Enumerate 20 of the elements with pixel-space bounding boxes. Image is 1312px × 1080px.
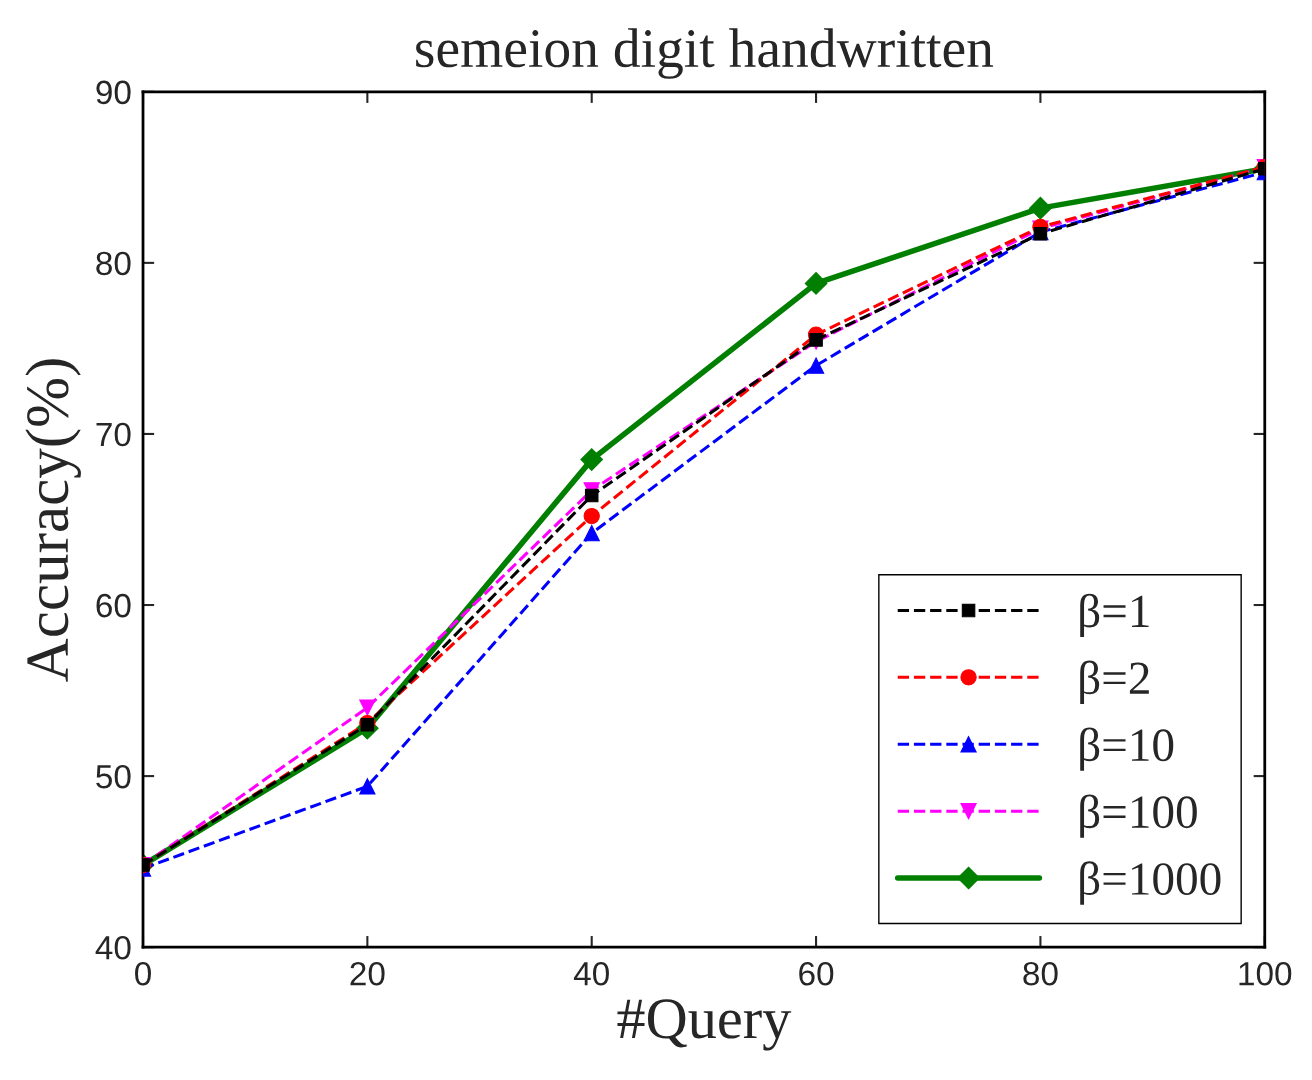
y-tick-label: 60 <box>96 593 131 618</box>
y-tick-label: 80 <box>96 251 131 276</box>
legend-label: β=100 <box>1080 794 1197 838</box>
x-tick-label: 60 <box>799 961 834 986</box>
x-axis-title: #Query <box>617 999 792 1051</box>
legend-label: β=2 <box>1080 660 1149 704</box>
x-tick-label: 80 <box>1023 961 1058 986</box>
y-axis-title: Accuracy(%) <box>25 359 81 682</box>
chart-title: semeion digit handwritten <box>416 28 994 79</box>
x-tick-label: 100 <box>1239 961 1292 986</box>
x-tick-label: 40 <box>573 961 609 986</box>
legend-label: β=1000 <box>1080 861 1221 905</box>
legend-label: β=1 <box>1080 593 1149 637</box>
x-tick-label: 20 <box>350 961 385 986</box>
x-tick-label: 0 <box>135 961 151 986</box>
y-tick-label: 90 <box>96 80 131 105</box>
legend-label: β=10 <box>1080 727 1174 771</box>
y-tick-label: 40 <box>95 935 131 960</box>
y-tick-label: 70 <box>96 422 131 447</box>
y-tick-label: 50 <box>96 764 131 789</box>
